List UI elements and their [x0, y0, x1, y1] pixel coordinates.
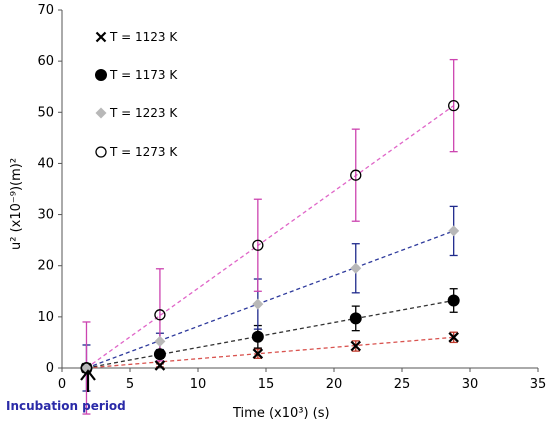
legend-label: T = 1173 K [109, 68, 178, 82]
series-2-points [80, 294, 460, 374]
x-axis-title: Time (x10³) (s) [232, 406, 330, 421]
x-tick-label: 15 [258, 377, 275, 392]
trend-line [86, 230, 454, 369]
legend-item-4: T = 1273 K [95, 145, 178, 159]
legend-marker [95, 69, 107, 81]
data-point [153, 348, 166, 361]
y-tick-label: 20 [37, 259, 54, 274]
legend-marker [95, 107, 107, 119]
y-tick-label: 60 [37, 54, 54, 69]
y-tick-label: 30 [37, 208, 54, 223]
y-axis-title: u² (x10⁻⁹)(m)² [9, 158, 24, 250]
y-tick-label: 10 [37, 310, 54, 325]
data-point [251, 330, 264, 343]
data-point [350, 340, 362, 352]
data-point [448, 332, 459, 343]
data-point [154, 309, 166, 321]
legend-item-2: T = 1173 K [95, 68, 178, 82]
x-tick-label: 0 [58, 377, 66, 392]
data-point [350, 169, 362, 181]
x-tick-label: 10 [190, 377, 207, 392]
series-layer [80, 58, 460, 415]
series-3-points [80, 225, 460, 374]
data-point [252, 239, 264, 251]
annotation-layer: Incubation period [6, 369, 126, 413]
y-tick-label: 70 [37, 3, 54, 18]
legend-label: T = 1223 K [109, 106, 178, 120]
x-tick-label: 35 [530, 377, 547, 392]
data-point [154, 360, 166, 371]
series-4-lines [82, 58, 458, 415]
series-1-lines [86, 331, 458, 369]
x-tick-label: 25 [394, 377, 411, 392]
x-tick-label: 20 [326, 377, 343, 392]
legend-marker [95, 31, 107, 43]
data-point [448, 99, 460, 112]
x-tick-label: 30 [462, 377, 479, 392]
legend-label: T = 1273 K [109, 145, 178, 159]
data-point [349, 312, 362, 325]
series-4-points [80, 99, 460, 374]
series-2-lines [86, 288, 458, 369]
data-point [350, 262, 362, 274]
y-tick-label: 40 [37, 156, 54, 171]
incubation-period-label: Incubation period [6, 399, 126, 413]
legend-item-3: T = 1223 K [95, 106, 178, 120]
data-point [80, 362, 92, 374]
legend: T = 1123 K T = 1173 K T = 1223 K T = 1273 K [95, 30, 178, 159]
up-arrow-icon [80, 369, 96, 392]
axes: 0 5 10 15 20 25 30 35 0 10 20 30 40 50 60 70 [37, 3, 546, 392]
trend-line [86, 336, 454, 369]
data-point [252, 348, 264, 359]
y-tick-label: 50 [37, 105, 54, 120]
trend-line [86, 299, 454, 369]
x-tick-label: 5 [126, 377, 134, 392]
data-point [448, 225, 460, 237]
data-point [154, 335, 166, 347]
data-point [252, 298, 264, 310]
legend-marker [95, 146, 107, 158]
data-point [447, 294, 460, 307]
trend-line [86, 105, 455, 369]
y-tick-label: 0 [46, 361, 54, 376]
legend-label: T = 1123 K [109, 30, 178, 44]
legend-item-1: T = 1123 K [95, 30, 178, 44]
